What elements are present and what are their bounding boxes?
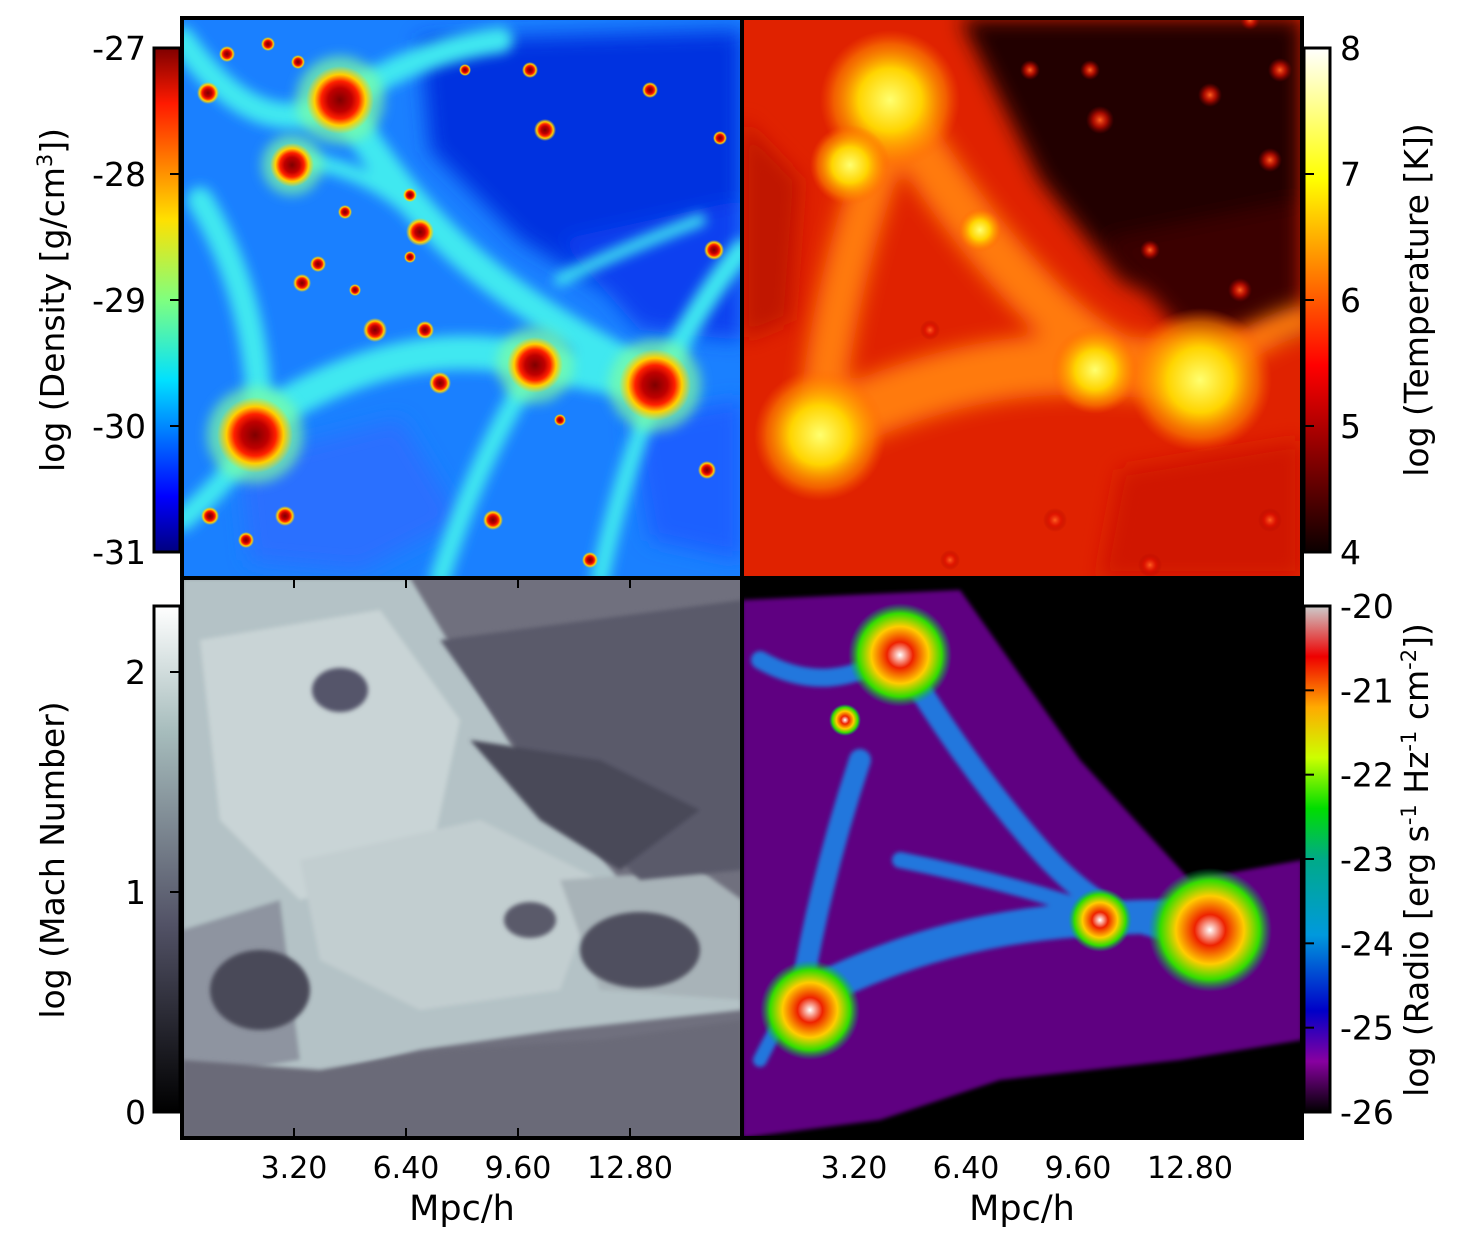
- x-axis-label-right: Mpc/h: [969, 1189, 1075, 1229]
- density-colorbar-ticks: -27 -28 -29 -30 -31: [92, 29, 180, 572]
- radio-map: [742, 578, 1302, 1138]
- radio-diffuse: [742, 590, 1302, 1138]
- temperature-clusters: [754, 30, 1272, 501]
- density-colorbar: [152, 46, 182, 554]
- x-axis-label-left: Mpc/h: [409, 1189, 515, 1229]
- colorbar-tick-label: 1: [125, 873, 146, 912]
- colorbar-tick-label: -22: [1340, 756, 1394, 795]
- mach-dark-regions: [182, 600, 742, 1138]
- radio-colorbar-ticks: -20 -21 -22 -23 -24 -25 -26: [1304, 587, 1394, 1132]
- x-tick-label: 6.40: [933, 1151, 1000, 1186]
- density-clusters: [197, 37, 727, 568]
- density-colorbar-label: log (Density [g/cm3]): [33, 128, 72, 472]
- colorbar-tick-label: -24: [1340, 924, 1394, 963]
- density-map: [182, 18, 742, 578]
- colorbar-tick-label: 6: [1340, 281, 1361, 320]
- frame-bottom-right: [740, 576, 1304, 1140]
- colorbar-tick-label: -29: [92, 281, 146, 320]
- colorbar-tick-label: 4: [1340, 533, 1361, 572]
- mach-map: [182, 578, 742, 1138]
- colorbar-tick-label: 5: [1340, 407, 1361, 446]
- temperature-map: [742, 18, 1302, 578]
- x-tick-label: 12.80: [587, 1151, 673, 1186]
- colorbar-tick-label: -31: [92, 533, 146, 572]
- radio-colorbar-label: log (Radio [erg s-1 Hz-1 cm-2]): [1397, 623, 1436, 1097]
- temperature-hotspots: [920, 18, 1292, 577]
- colorbar-tick-label: -21: [1340, 671, 1394, 710]
- x-tick-label: 9.60: [485, 1151, 552, 1186]
- temperature-colorbar-ticks: 8 7 6 5 4: [1304, 29, 1361, 572]
- colorbar-tick-label: -26: [1340, 1093, 1394, 1132]
- temperature-colorbar-label: log (Temperature [K]): [1397, 123, 1436, 476]
- x-ticks-bottom-right: 3.20 6.40 9.60 12.80: [821, 578, 1233, 1186]
- x-tick-label: 3.20: [261, 1151, 328, 1186]
- mach-colorbar-ticks: 2 1 0: [125, 653, 180, 1132]
- x-tick-label: 12.80: [1147, 1151, 1233, 1186]
- x-tick-label: 6.40: [373, 1151, 440, 1186]
- x-tick-label: 3.20: [821, 1151, 888, 1186]
- colorbar-tick-label: -23: [1340, 840, 1394, 879]
- colorbar-tick-label: -20: [1340, 587, 1394, 626]
- colorbar-tick-label: 2: [125, 653, 146, 692]
- colorbar-tick-label: 0: [125, 1093, 146, 1132]
- x-tick-label: 9.60: [1045, 1151, 1112, 1186]
- mach-colorbar-label: log (Mach Number): [33, 701, 72, 1018]
- panel-frames: [180, 16, 1304, 1140]
- radio-relics: [760, 603, 1272, 1060]
- mach-colorbar: [152, 604, 182, 1114]
- colorbar-tick-label: -30: [92, 407, 146, 446]
- colorbar-tick-label: 8: [1340, 29, 1361, 68]
- colorbar-tick-label: -25: [1340, 1009, 1394, 1048]
- colorbar-tick-label: -27: [92, 29, 146, 68]
- x-ticks-bottom-left: 3.20 6.40 9.60 12.80: [261, 578, 673, 1186]
- colorbar-tick-label: -28: [92, 155, 146, 194]
- colorbar-tick-label: 7: [1340, 155, 1361, 194]
